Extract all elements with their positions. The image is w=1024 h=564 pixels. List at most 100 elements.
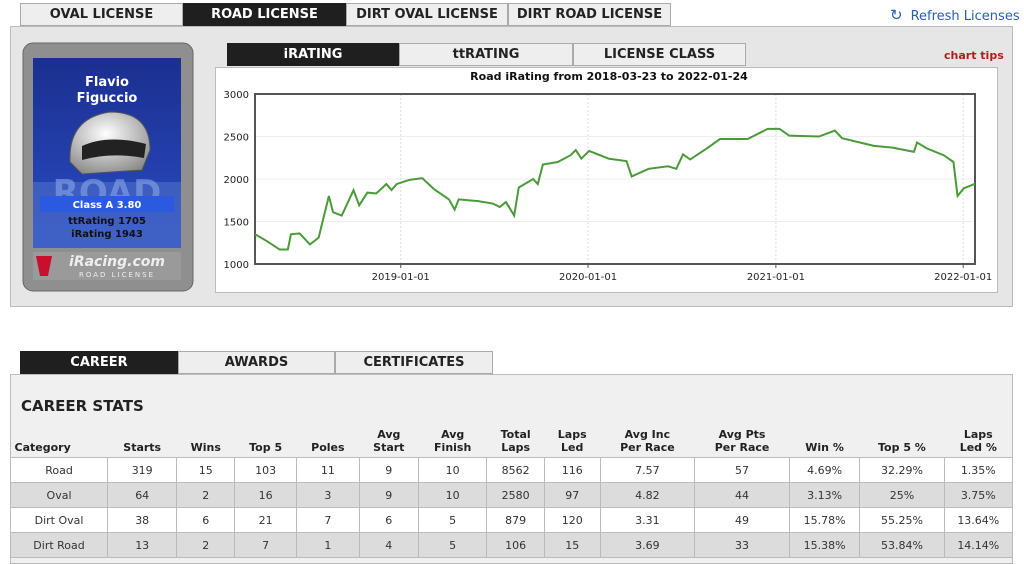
chart-title: Road iRating from 2018-03-23 to 2022-01-… — [470, 70, 748, 83]
table-row: Dirt Road 13 2 7 1 4 5 106 15 3.69 33 15.38% 53.84% 1… — [9, 532, 1014, 558]
table-cell: 319 — [107, 457, 178, 483]
table-cell: 13.64% — [943, 507, 1014, 533]
table-cell: 7 — [234, 532, 298, 558]
table-cell: 13 — [107, 532, 178, 558]
table-cell: 106 — [486, 532, 545, 558]
header-text: Top 5 — [249, 441, 283, 454]
x-tick-label: 2019-01-01 — [372, 272, 430, 283]
header-text: Win % — [805, 441, 844, 454]
career-table: Category Starts Wins Top 5 Poles Avg Start Avg F… — [9, 424, 1014, 558]
table-cell: 6 — [358, 507, 419, 533]
table-row: Dirt Oval 38 6 21 7 6 5 879 120 3.31 49 15.78% 55.25… — [9, 507, 1014, 533]
x-tick-label: 2020-01-01 — [559, 272, 617, 283]
header-text: Laps — [501, 441, 531, 454]
header-text: Poles — [311, 441, 345, 454]
y-tick-label: 1500 — [224, 218, 249, 229]
table-cell: 11 — [296, 457, 360, 483]
column-header: Win % — [789, 424, 859, 458]
table-cell: 1 — [296, 532, 360, 558]
table-cell: 53.84% — [859, 532, 945, 558]
table-cell: 97 — [543, 482, 601, 508]
chart: Road iRating from 2018-03-23 to 2022-01-… — [224, 70, 993, 283]
column-header: Laps Led % — [944, 424, 1012, 458]
header-row: Category Starts Wins Top 5 Poles Avg Start Avg F… — [11, 424, 1013, 458]
table-cell: 8562 — [486, 457, 545, 483]
table-cell: 2 — [176, 482, 236, 508]
tab[interactable]: ROAD LICENSE — [183, 3, 346, 26]
table-cell: 10 — [417, 482, 488, 508]
chart-tips[interactable]: chart tips — [944, 49, 1004, 62]
table-cell: 103 — [234, 457, 298, 483]
table-cell: 5 — [417, 507, 488, 533]
column-header: Poles — [297, 424, 360, 458]
license-class: Class A 3.80 — [73, 200, 142, 211]
driver-name: Flavio — [85, 75, 129, 90]
header-text: Led % — [959, 441, 997, 454]
column-header: Laps Led — [544, 424, 600, 458]
column-header: Top 5 % — [860, 424, 944, 458]
irating: iRating 1943 — [71, 229, 143, 240]
x-tick-label: 2022-01-01 — [934, 272, 992, 283]
column-header: Avg Start — [359, 424, 418, 458]
header-text: Avg Inc — [624, 428, 671, 441]
table-cell: 14.14% — [943, 532, 1014, 558]
table-cell: 33 — [694, 532, 790, 558]
rating-line — [254, 127, 976, 251]
header-text: Category — [14, 441, 71, 454]
table-cell: 1.35% — [943, 457, 1014, 483]
table-cell: 32.29% — [859, 457, 945, 483]
header-text: Total — [500, 428, 531, 441]
table-cell: 15.78% — [788, 507, 861, 533]
tab[interactable]: CAREER — [20, 351, 178, 374]
table-cell: 15 — [176, 457, 236, 483]
tab[interactable]: ttRATING — [399, 43, 573, 66]
table-cell: 7 — [296, 507, 360, 533]
driver-name: Figuccio — [77, 91, 138, 106]
table-cell: 4.82 — [599, 482, 696, 508]
column-header: Avg Inc Per Race — [600, 424, 695, 458]
table-row: Oval 64 2 16 3 9 10 2580 97 4.82 44 3.13% 25% 3.75% — [9, 482, 1014, 508]
logo — [36, 256, 52, 276]
table-cell: 4.69% — [788, 457, 861, 483]
table-row: Road 319 15 103 11 9 10 8562 116 7.57 57 4.69% 32.29… — [9, 457, 1014, 483]
tab[interactable]: OVAL LICENSE — [20, 3, 183, 26]
y-tick-label: 1000 — [224, 260, 249, 271]
table-cell: Dirt Road — [9, 532, 109, 558]
tab[interactable]: LICENSE CLASS — [573, 43, 746, 66]
header-text: Avg — [377, 428, 401, 441]
table-cell: 879 — [486, 507, 545, 533]
header-text: Laps — [963, 428, 993, 441]
brand-sub: ROAD LICENSE — [79, 271, 155, 279]
tab[interactable]: DIRT ROAD LICENSE — [508, 3, 671, 26]
table-cell: Road — [9, 457, 109, 483]
header-text: Wins — [190, 441, 221, 454]
tab[interactable]: CERTIFICATES — [335, 351, 493, 374]
tab[interactable]: iRATING — [227, 43, 399, 66]
table-cell: 64 — [107, 482, 178, 508]
header-text: Starts — [123, 441, 162, 454]
table-cell: 6 — [176, 507, 236, 533]
refresh-text[interactable]: Refresh Licenses — [910, 9, 1020, 24]
section-title: CAREER STATS — [21, 397, 144, 415]
refresh-link[interactable]: ↻ Refresh Licenses — [890, 6, 1020, 24]
header-text: Start — [373, 441, 405, 454]
tab[interactable]: DIRT OVAL LICENSE — [346, 3, 508, 26]
table-cell: 15 — [543, 532, 601, 558]
table-cell: 9 — [358, 482, 419, 508]
table-cell: 4 — [358, 532, 419, 558]
table-cell: 116 — [543, 457, 601, 483]
chart-box — [215, 67, 998, 293]
ttrating: ttRating 1705 — [68, 216, 146, 227]
table-cell: Oval — [9, 482, 109, 508]
column-header: Starts — [108, 424, 177, 458]
plot-frame — [254, 93, 976, 265]
tab[interactable]: AWARDS — [178, 351, 335, 374]
refresh-icon: ↻ — [890, 6, 903, 24]
header-text: Led — [561, 441, 584, 454]
header-text: Avg — [441, 428, 465, 441]
brand-bar — [33, 252, 181, 280]
class-box — [40, 196, 174, 212]
table-cell: 3.69 — [599, 532, 696, 558]
table-cell: 3.13% — [788, 482, 861, 508]
